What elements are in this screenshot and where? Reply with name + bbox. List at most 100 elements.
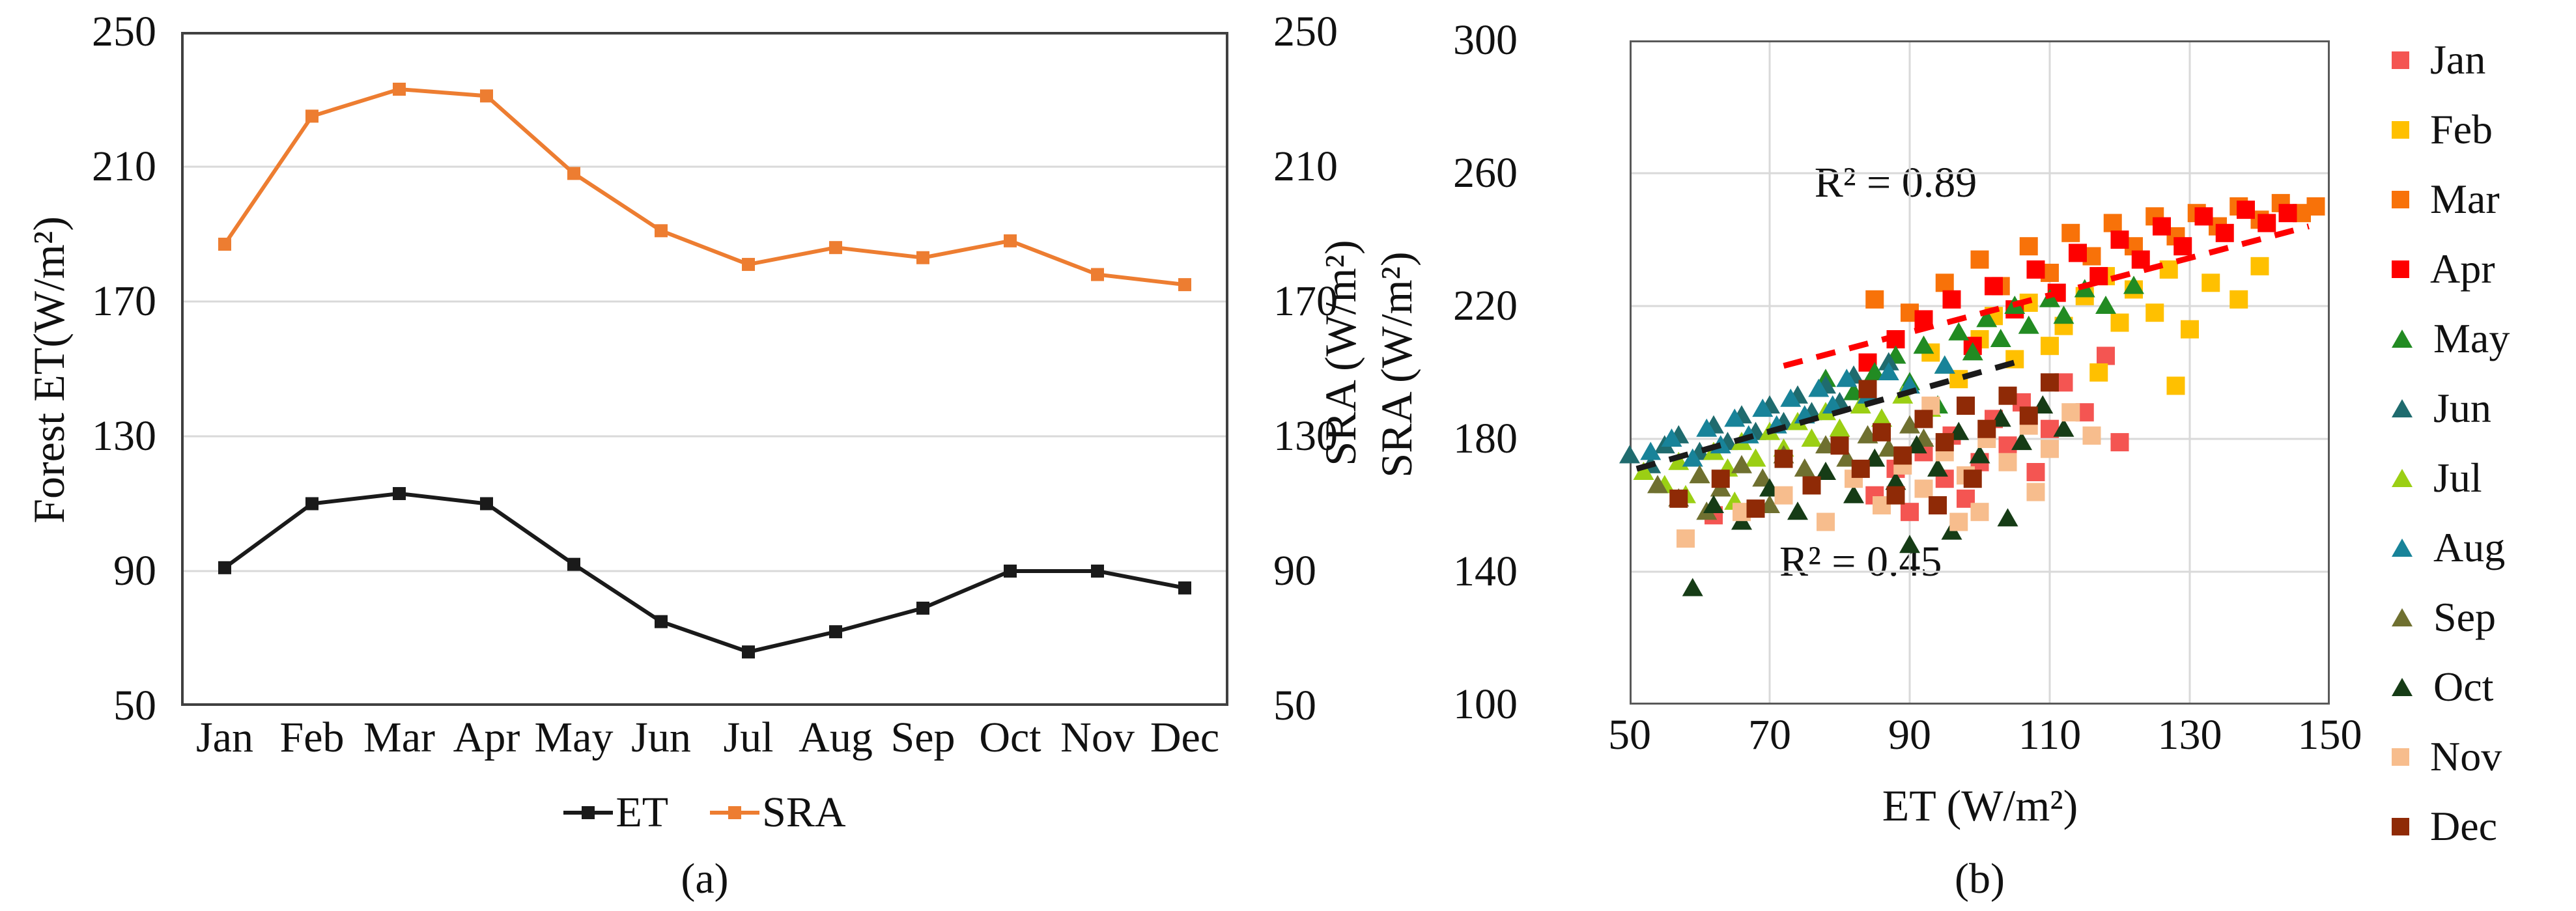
legend-item-feb: Feb	[2392, 105, 2493, 154]
scatter-point-oct	[1885, 471, 1906, 490]
marker-sra	[218, 238, 231, 251]
scatter-point-may	[1976, 309, 1998, 328]
plot-border	[181, 32, 1228, 706]
scatter-point-aug	[1661, 428, 1682, 447]
scatter-point-oct	[2011, 432, 2032, 451]
marker-sra	[742, 258, 755, 272]
scatter-point-aug	[1724, 408, 1746, 427]
x-axis-category-label: Feb	[279, 714, 345, 761]
legend-item-aug: Aug	[2392, 523, 2505, 572]
marker-et	[829, 625, 842, 639]
scatter-point-jul	[1850, 395, 1871, 413]
x-axis-tick-label: 90	[1888, 711, 1931, 759]
legend-item-jan: Jan	[2392, 35, 2485, 85]
scatter-point-may	[2053, 305, 2074, 324]
scatter-point-oct	[1787, 501, 1808, 520]
x-axis-category-label: Jun	[631, 714, 691, 761]
x-axis-category-label: Nov	[1060, 714, 1135, 761]
marker-sra	[1091, 268, 1104, 281]
marker-et	[1178, 581, 1191, 595]
marker-sra	[480, 89, 493, 103]
legend-label: Mar	[2430, 176, 2500, 222]
scatter-point-jul	[1829, 418, 1850, 437]
legend-square-marker	[2392, 120, 2409, 139]
y-axis-tick-label: 140	[1453, 548, 1518, 595]
scatter-point-may	[2095, 296, 2116, 314]
scatter-point-jan	[2026, 463, 2045, 481]
scatter-point-dec	[1873, 423, 1891, 441]
scatter-point-apr	[1942, 290, 1961, 309]
scatter-point-mar	[2061, 223, 2080, 242]
scatter-point-dec	[1957, 397, 1975, 415]
scatter-point-nov	[1914, 479, 1933, 498]
marker-et	[567, 557, 580, 571]
scatter-point-dec	[1935, 433, 1954, 452]
y-axis-tick-label-right: 210	[1273, 143, 1338, 190]
panel-a-y-axis-label-left: Forest ET(W/m²)	[24, 216, 74, 524]
scatter-point-may	[1990, 329, 2011, 347]
scatter-point-aug	[1808, 378, 1830, 397]
y-axis-tick-label-left: 50	[113, 682, 156, 729]
legend-label: Nov	[2430, 733, 2502, 779]
scatter-point-mar	[1935, 273, 1954, 292]
scatter-point-nov	[1970, 503, 1989, 522]
scatter-point-aug	[1836, 369, 1858, 387]
scatter-point-feb	[2166, 376, 2185, 395]
y-axis-tick-label-left: 210	[92, 143, 156, 190]
scatter-point-dec	[2019, 406, 2038, 425]
scatter-point-apr	[2194, 207, 2213, 226]
scatter-point-jan	[2097, 346, 2115, 365]
scatter-point-oct	[1927, 458, 1948, 477]
legend-label: Dec	[2430, 803, 2498, 849]
legend-triangle-marker	[2392, 399, 2413, 417]
scatter-point-may	[1962, 342, 1983, 361]
marker-et	[393, 486, 406, 500]
x-axis-tick-label: 110	[2018, 711, 2082, 759]
legend-label: Sep	[2433, 594, 2496, 640]
legend-label: SRA	[762, 789, 846, 836]
marker-sra	[916, 251, 929, 264]
scatter-point-apr	[2153, 217, 2171, 236]
legend-triangle-marker	[2392, 539, 2413, 557]
marker-sra	[305, 109, 318, 123]
scatter-point-dec	[1746, 499, 1765, 518]
legend-item-jun: Jun	[2392, 384, 2491, 433]
y-axis-tick-label: 100	[1453, 680, 1518, 728]
scatter-point-apr	[2131, 250, 2150, 269]
scatter-point-oct	[2053, 418, 2074, 437]
scatter-point-nov	[1677, 529, 1695, 548]
legend-label: Oct	[2433, 664, 2494, 710]
scatter-point-feb	[2229, 290, 2248, 309]
scatter-point-dec	[1963, 470, 1982, 488]
marker-sra	[567, 167, 580, 180]
scatter-point-apr	[2237, 201, 2255, 219]
scatter-point-jun	[1619, 445, 1640, 464]
x-axis-category-label: Apr	[453, 714, 520, 761]
scatter-point-feb	[2145, 303, 2164, 322]
scatter-point-apr	[2173, 237, 2192, 256]
legend-square-marker	[2392, 817, 2409, 835]
r-squared-annotation-high: R² = 0.89	[1814, 159, 1977, 207]
legend-item-sra: SRA	[710, 789, 846, 837]
x-axis-tick-label: 50	[1608, 711, 1651, 759]
x-axis-tick-label: 70	[1748, 711, 1791, 759]
scatter-point-mar	[2019, 237, 2038, 256]
legend-item-sep: Sep	[2392, 593, 2496, 642]
legend-label: Feb	[2430, 106, 2493, 152]
scatter-point-may	[1948, 322, 1970, 341]
scatter-point-may	[1864, 362, 1886, 380]
scatter-point-aug	[1822, 395, 1843, 413]
scatter-point-jan	[1998, 436, 2017, 455]
scatter-point-dec	[2041, 373, 2059, 392]
x-axis-category-label: Dec	[1150, 714, 1220, 761]
scatter-point-jan	[1901, 503, 1919, 522]
legend-label: Jan	[2430, 36, 2486, 83]
y-axis-tick-label: 300	[1453, 16, 1518, 64]
scatter-point-mar	[1970, 250, 1989, 269]
legend-line-square-marker	[710, 806, 760, 820]
y-axis-tick-label: 260	[1453, 149, 1518, 197]
legend-square-marker	[2392, 260, 2409, 278]
legend-label: May	[2433, 315, 2510, 361]
scatter-point-oct	[1843, 484, 1864, 503]
scatter-point-sep	[1899, 415, 1920, 434]
